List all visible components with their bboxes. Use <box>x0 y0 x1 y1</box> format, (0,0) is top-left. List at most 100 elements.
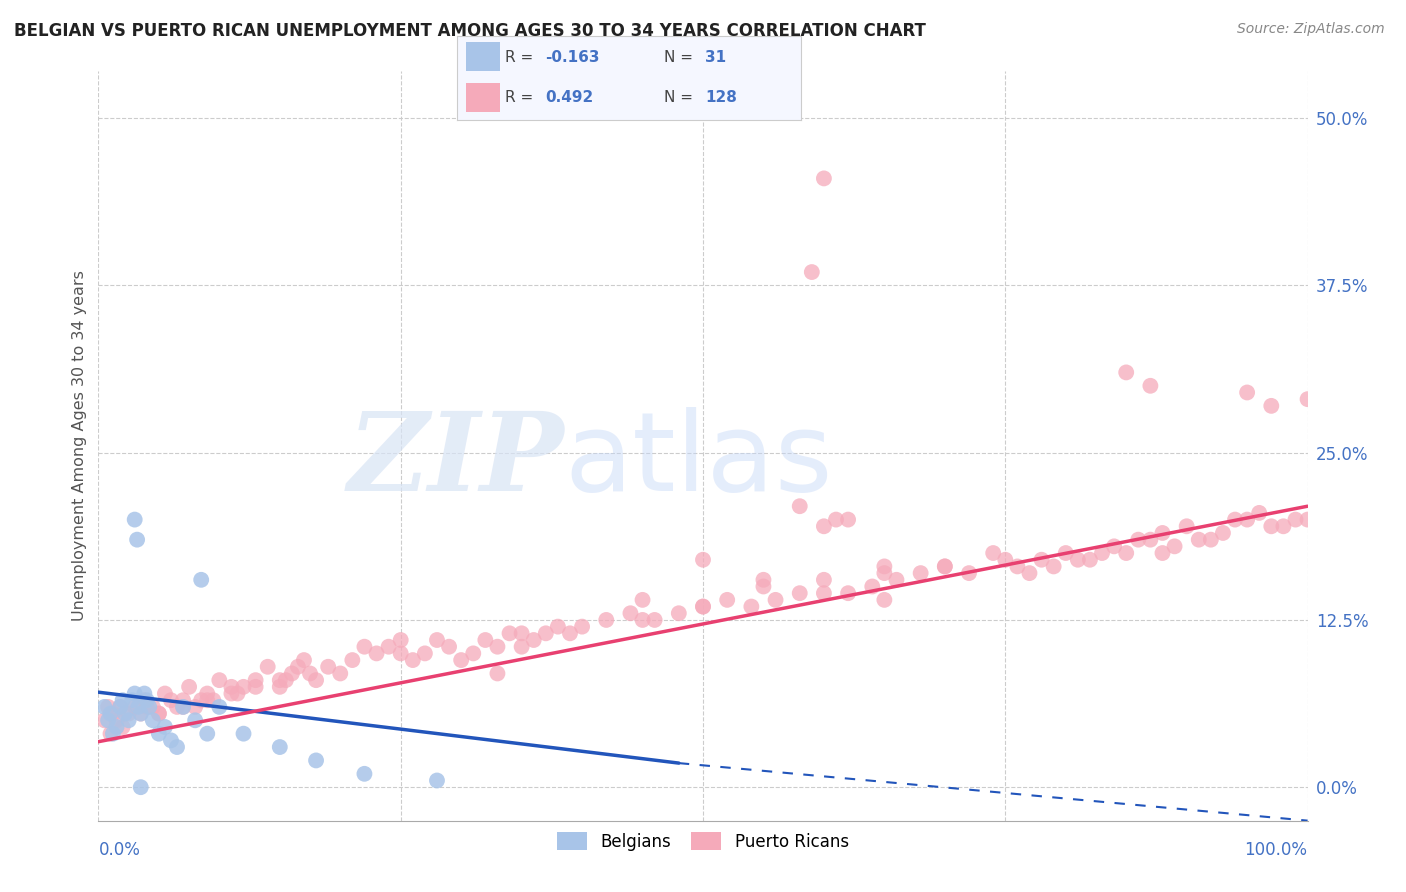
Point <box>208 699 231 714</box>
Point <box>619 607 641 621</box>
Point <box>813 586 835 600</box>
Point <box>129 780 152 795</box>
Point <box>190 573 212 587</box>
Point <box>668 607 690 621</box>
Point <box>274 673 297 688</box>
Point <box>1236 385 1258 400</box>
Point <box>97 714 120 728</box>
Point <box>1260 399 1282 413</box>
Point <box>127 533 149 547</box>
Point <box>148 706 170 721</box>
Point <box>135 693 157 707</box>
Point <box>129 706 152 721</box>
Point <box>221 680 243 694</box>
Point <box>342 653 364 667</box>
Point <box>1212 526 1234 541</box>
Text: R =: R = <box>505 90 538 105</box>
Point <box>121 693 143 707</box>
Point <box>299 666 322 681</box>
Bar <box>465 43 501 71</box>
Point <box>800 265 823 279</box>
Point <box>142 699 165 714</box>
Text: ZIP: ZIP <box>347 408 564 515</box>
Point <box>134 687 156 701</box>
Point <box>292 653 315 667</box>
Point <box>1078 552 1101 567</box>
Point <box>1067 552 1090 567</box>
Point <box>138 699 160 714</box>
Point <box>353 640 375 654</box>
Point <box>101 726 124 740</box>
Point <box>202 693 225 707</box>
Point <box>118 714 141 728</box>
Text: atlas: atlas <box>564 408 832 515</box>
Point <box>474 633 496 648</box>
Point <box>366 646 388 660</box>
Point <box>226 687 249 701</box>
Point <box>1007 559 1029 574</box>
Point <box>305 673 328 688</box>
Point <box>1102 539 1125 553</box>
Point <box>166 740 188 755</box>
Point <box>910 566 932 581</box>
Point <box>269 680 291 694</box>
Point <box>1139 533 1161 547</box>
Point <box>1128 533 1150 547</box>
Point <box>108 699 131 714</box>
Point <box>813 573 835 587</box>
Text: Source: ZipAtlas.com: Source: ZipAtlas.com <box>1237 22 1385 37</box>
Point <box>195 726 218 740</box>
Text: 128: 128 <box>704 90 737 105</box>
Point <box>377 640 399 654</box>
Point <box>1296 512 1319 526</box>
Point <box>644 613 666 627</box>
Point <box>463 646 485 660</box>
Point <box>105 720 128 734</box>
Point <box>413 646 436 660</box>
Point <box>179 680 201 694</box>
Point <box>523 633 546 648</box>
Point <box>994 552 1017 567</box>
Point <box>873 592 896 607</box>
Point <box>153 720 176 734</box>
Point <box>118 706 141 721</box>
Point <box>450 653 472 667</box>
Point <box>692 599 714 614</box>
Point <box>269 740 291 755</box>
Point <box>184 714 207 728</box>
Text: -0.163: -0.163 <box>544 50 599 65</box>
Point <box>1175 519 1198 533</box>
Point <box>1152 546 1174 560</box>
Point <box>813 171 835 186</box>
Point <box>510 626 533 640</box>
Point <box>558 626 581 640</box>
Point <box>740 599 762 614</box>
Point <box>402 653 425 667</box>
Point <box>631 592 654 607</box>
Point <box>498 626 520 640</box>
Point <box>108 699 131 714</box>
Point <box>134 693 156 707</box>
Point <box>190 693 212 707</box>
Point <box>486 666 509 681</box>
Point <box>114 706 136 721</box>
Point <box>135 699 157 714</box>
Point <box>100 726 122 740</box>
Point <box>595 613 617 627</box>
Point <box>172 699 194 714</box>
Point <box>1296 392 1319 407</box>
Point <box>886 573 908 587</box>
Point <box>97 699 120 714</box>
Point <box>1284 512 1306 526</box>
Text: N =: N = <box>664 90 693 105</box>
Point <box>124 699 146 714</box>
Point <box>287 660 309 674</box>
Point <box>716 592 738 607</box>
Point <box>129 706 152 721</box>
Bar <box>465 83 501 112</box>
Point <box>245 673 267 688</box>
Point <box>329 666 352 681</box>
Point <box>389 646 412 660</box>
Point <box>172 693 194 707</box>
Point <box>789 586 811 600</box>
